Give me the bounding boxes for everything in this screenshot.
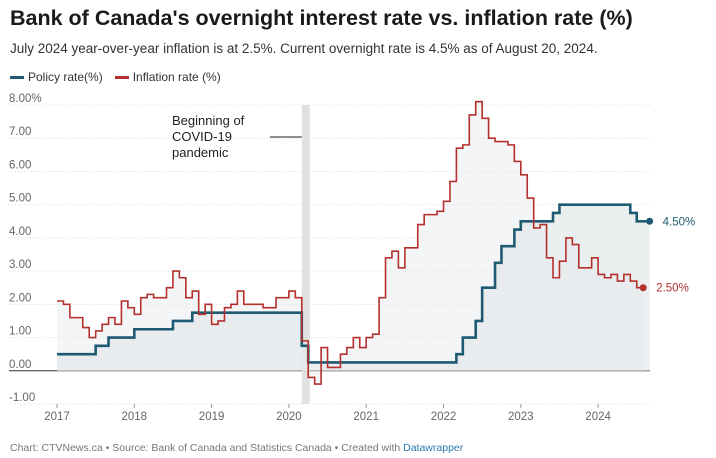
- legend-item-inflation: Inflation rate (%): [114, 70, 221, 84]
- legend-item-policy: Policy rate(%): [10, 70, 103, 84]
- y-tick-label: 1.00: [9, 326, 31, 338]
- legend-label-policy: Policy rate(%): [28, 70, 103, 84]
- x-tick-label: 2024: [585, 411, 611, 423]
- x-tick-label: 2017: [44, 411, 70, 423]
- y-tick-label: 0.00: [9, 359, 31, 371]
- y-tick-label: 6.00: [9, 159, 31, 171]
- covid-band: [301, 105, 310, 404]
- label-layer: 8.00% 7.00 6.00 5.00 4.00 3.00 2.00 1.00 0.00 -1.…: [9, 93, 695, 423]
- legend-label-inflation: Inflation rate (%): [132, 70, 221, 84]
- policy-rate-end-point: [646, 217, 654, 225]
- y-tick-label: 4.00: [9, 226, 31, 238]
- inflation-rate-end-label: 2.50%: [656, 283, 689, 295]
- datawrapper-link[interactable]: Datawrapper: [403, 442, 464, 454]
- y-tick-label: 2.00: [9, 292, 31, 304]
- chart-subtitle: July 2024 year-over-year inflation is at…: [10, 41, 598, 56]
- legend: Policy rate(%) Inflation rate (%): [10, 70, 233, 84]
- covid-band-layer: [269, 105, 310, 404]
- x-tick-label: 2019: [199, 411, 225, 423]
- policy-rate-line: [57, 203, 650, 364]
- policy-rate-end-label: 4.50%: [663, 216, 696, 228]
- x-tick-label: 2018: [122, 411, 148, 423]
- legend-swatch-policy: [10, 75, 24, 79]
- y-tick-label: 8.00%: [9, 93, 42, 105]
- y-tick-label: 5.00: [9, 193, 31, 205]
- legend-swatch-inflation: [114, 75, 129, 79]
- y-tick-label: 3.00: [9, 259, 31, 271]
- annotation-text: pandemic: [172, 145, 229, 160]
- x-tick-label: 2023: [508, 411, 534, 423]
- footer: Chart: CTVNews.ca • Source: Bank of Cana…: [10, 442, 463, 454]
- annotation-text: COVID-19: [172, 129, 232, 144]
- x-tick-label: 2022: [431, 411, 457, 423]
- annotation-text: Beginning of: [172, 113, 245, 128]
- x-tick-label: 2021: [353, 411, 379, 423]
- line-layer: [57, 100, 654, 385]
- inflation-rate-area: [57, 101, 644, 385]
- chart-title: Bank of Canada's overnight interest rate…: [10, 6, 633, 30]
- x-tick-label: 2020: [276, 411, 302, 423]
- footer-source: Chart: CTVNews.ca • Source: Bank of Cana…: [10, 442, 404, 454]
- inflation-rate-line: [57, 100, 644, 385]
- y-tick-label: -1.00: [9, 392, 35, 404]
- y-tick-label: 7.00: [9, 126, 31, 138]
- inflation-rate-end-point: [639, 284, 647, 292]
